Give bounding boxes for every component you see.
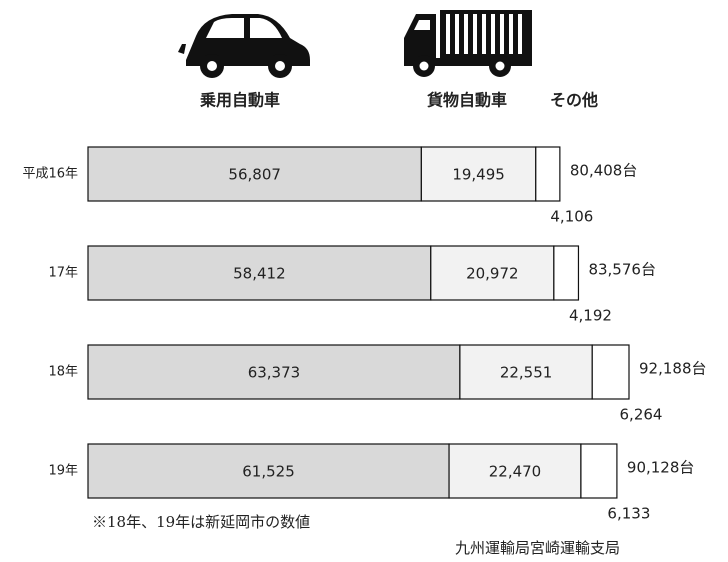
note: ※18年、19年は新延岡市の数値 [92, 513, 310, 531]
total-label: 80,408台 [570, 162, 638, 180]
bar-segment [87, 443, 450, 499]
value-label: 56,807 [228, 166, 281, 184]
value-label: 63,373 [248, 364, 301, 382]
value-label: 4,106 [550, 208, 593, 226]
bar-segment [459, 344, 593, 400]
total-label: 92,188台 [639, 360, 707, 378]
car-icon [178, 14, 310, 78]
value-label: 6,264 [620, 406, 663, 424]
total-label: 83,576台 [588, 261, 656, 279]
category-label: 17年 [48, 266, 78, 281]
bar-segment [580, 443, 618, 499]
value-label: 20,972 [466, 265, 519, 283]
bar-segment [87, 344, 461, 400]
value-label: 61,525 [242, 463, 295, 481]
category-label: 18年 [48, 365, 78, 380]
source: 九州運輸局宮崎運輸支局 [455, 539, 620, 557]
bar-segment [430, 245, 555, 301]
value-label: 19,495 [452, 166, 505, 184]
value-label: 22,470 [489, 463, 542, 481]
legend-label: その他 [550, 91, 598, 110]
value-label: 4,192 [569, 307, 612, 325]
value-label: 6,133 [607, 505, 650, 523]
bar-segment [553, 245, 580, 301]
bar-segment [591, 344, 630, 400]
bar-segment [87, 245, 432, 301]
truck-icon [404, 10, 532, 77]
value-label: 22,551 [500, 364, 553, 382]
category-label: 19年 [48, 464, 78, 479]
bar-segment [535, 146, 561, 202]
total-label: 90,128台 [627, 459, 695, 477]
value-label: 58,412 [233, 265, 286, 283]
bar-segment [448, 443, 582, 499]
legend-label: 貨物自動車 [427, 91, 507, 110]
bar-segment [420, 146, 537, 202]
legend-label: 乗用自動車 [200, 91, 280, 110]
category-label: 平成16年 [22, 167, 78, 182]
